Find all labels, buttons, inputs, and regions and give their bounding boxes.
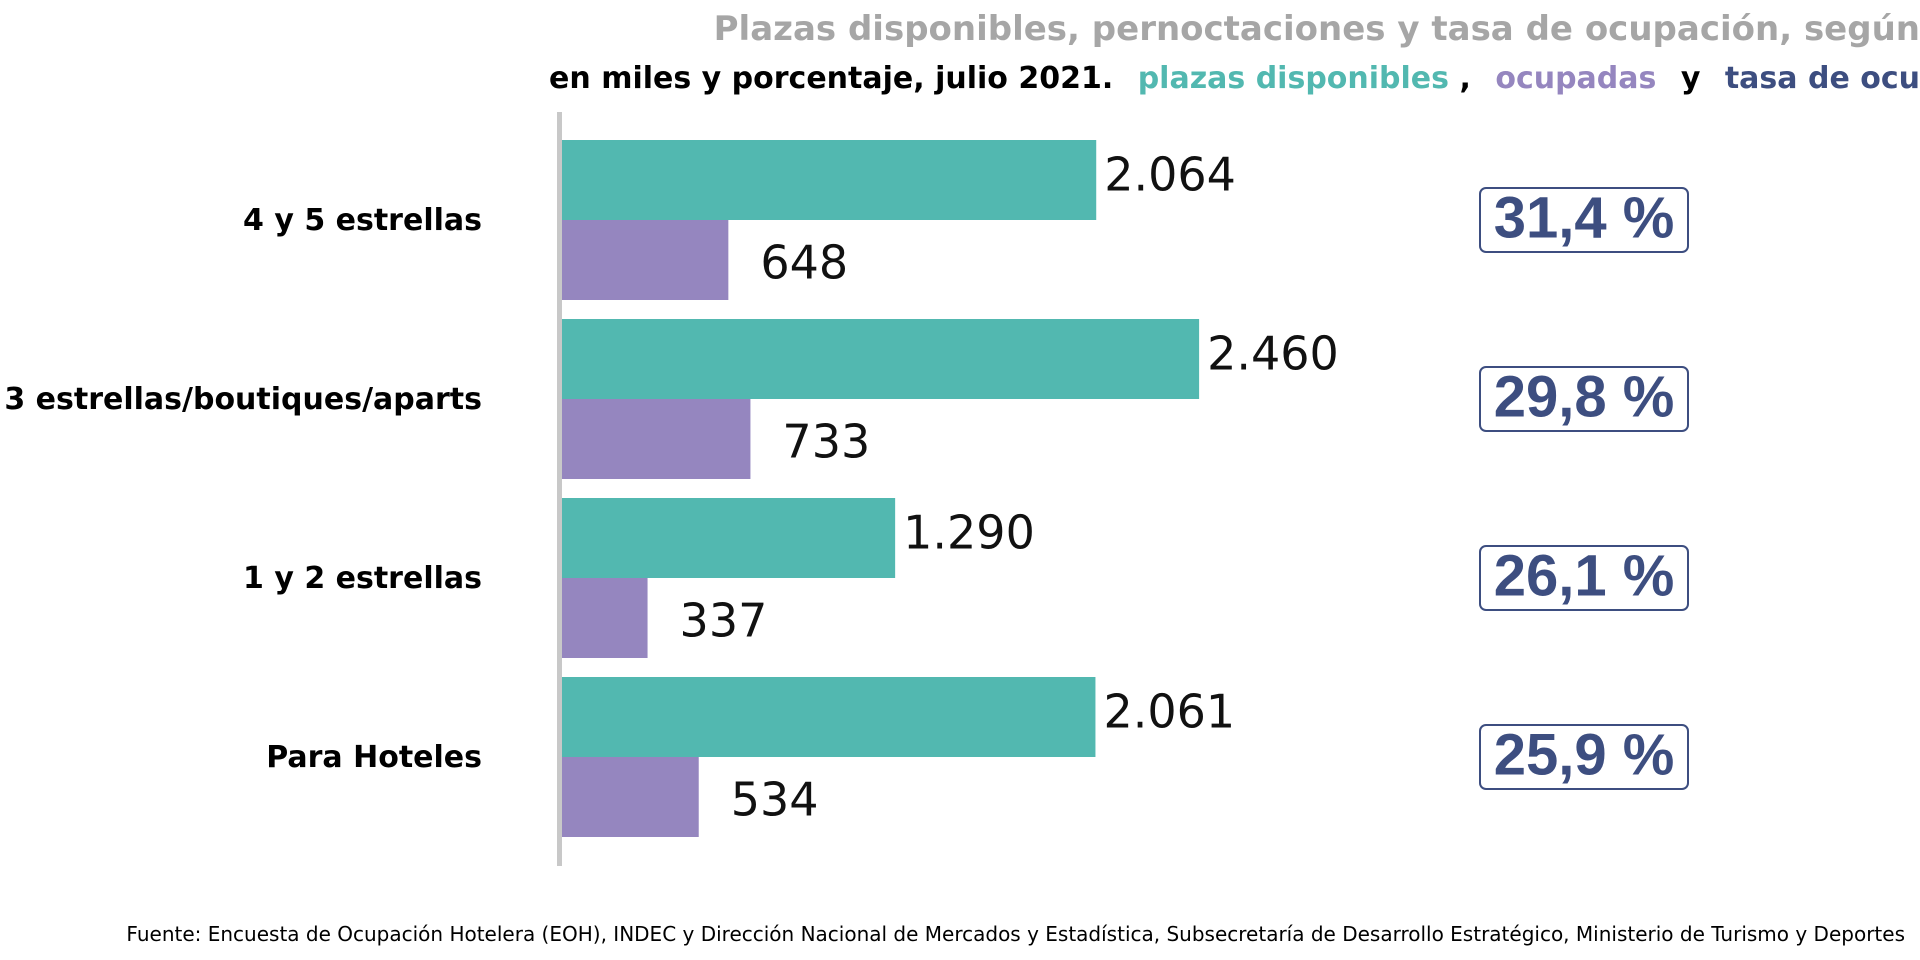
legend-entry-rate: tasa de ocu xyxy=(1725,61,1920,96)
bar-group: 4 y 5 estrellas 2.064 648 31,4 % xyxy=(243,140,1689,300)
data-label-available: 2.061 xyxy=(1103,685,1235,739)
chart-title: Plazas disponibles, pernoctaciones y tas… xyxy=(714,9,1920,49)
bar-group: 1 y 2 estrellas 1.290 337 26,1 % xyxy=(243,498,1689,658)
data-label-occupied: 337 xyxy=(680,594,768,648)
data-label-available: 1.290 xyxy=(903,506,1035,560)
data-label-available: 2.064 xyxy=(1104,148,1236,202)
rate-box xyxy=(1479,545,1689,611)
bar-available xyxy=(560,498,896,578)
rate-box xyxy=(1479,724,1689,790)
data-label-occupied: 733 xyxy=(782,415,870,469)
data-label-available: 2.460 xyxy=(1207,327,1339,381)
source-note: Fuente: Encuesta de Ocupación Hotelera (… xyxy=(126,922,1905,946)
data-label-occupied: 534 xyxy=(731,773,819,827)
category-label: Para Hoteles xyxy=(266,740,482,775)
bar-occupied xyxy=(560,578,648,658)
occupancy-rate-label: 29,8 % xyxy=(1494,364,1675,429)
category-label: 1 y 2 estrellas xyxy=(243,561,482,596)
category-label: 3 estrellas/boutiques/aparts xyxy=(4,382,482,417)
category-label: 4 y 5 estrellas xyxy=(243,203,482,238)
data-label-occupied: 648 xyxy=(760,236,848,290)
chart-subtitle: en miles y porcentaje, julio 2021. plaza… xyxy=(549,61,1920,96)
bar-occupied xyxy=(560,220,729,300)
rate-box xyxy=(1479,187,1689,253)
legend-separator-comma: , xyxy=(1459,61,1470,96)
bar-available xyxy=(560,677,1096,757)
legend-separator-y: y xyxy=(1681,61,1701,96)
plot-area: 4 y 5 estrellas 2.064 648 31,4 % 3 estrellas… xyxy=(4,112,1689,866)
subtitle-prefix: en miles y porcentaje, julio 2021. xyxy=(549,61,1113,96)
legend-entry-occupied: ocupadas xyxy=(1495,61,1656,96)
occupancy-rate-label: 31,4 % xyxy=(1494,185,1675,250)
occupancy-rate-label: 25,9 % xyxy=(1494,722,1675,787)
bar-available xyxy=(560,319,1200,399)
bar-group: 3 estrellas/boutiques/aparts 2.460 733 29,8… xyxy=(4,319,1689,479)
bar-occupied xyxy=(560,757,699,837)
bar-group: Para Hoteles 2.061 534 25,9 % xyxy=(266,677,1689,837)
bar-occupied xyxy=(560,399,751,479)
bar-available xyxy=(560,140,1097,220)
rate-box xyxy=(1479,366,1689,432)
legend-entry-available: plazas disponibles xyxy=(1138,61,1449,96)
occupancy-rate-label: 26,1 % xyxy=(1494,543,1675,608)
